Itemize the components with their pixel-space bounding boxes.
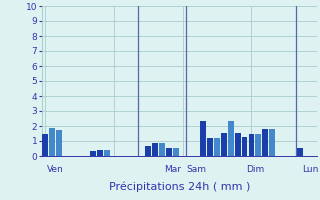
Text: Sam: Sam xyxy=(186,165,206,174)
Bar xyxy=(90,151,96,156)
Bar xyxy=(255,134,261,156)
Text: Lun: Lun xyxy=(302,165,318,174)
Bar xyxy=(207,138,213,156)
Text: Ven: Ven xyxy=(47,165,64,174)
Bar xyxy=(97,150,103,156)
Bar xyxy=(152,143,158,156)
Bar xyxy=(159,143,165,156)
Bar xyxy=(214,138,220,156)
Bar xyxy=(42,134,48,156)
Text: Dim: Dim xyxy=(246,165,264,174)
Bar xyxy=(56,130,62,156)
Bar xyxy=(228,121,234,156)
Bar xyxy=(166,148,172,156)
Bar xyxy=(249,134,254,156)
Text: Précipitations 24h ( mm ): Précipitations 24h ( mm ) xyxy=(108,182,250,192)
Bar xyxy=(173,148,179,156)
Bar xyxy=(242,137,247,156)
Bar xyxy=(262,129,268,156)
Bar xyxy=(200,121,206,156)
Bar xyxy=(297,148,302,156)
Bar xyxy=(104,150,110,156)
Bar xyxy=(221,133,227,156)
Bar xyxy=(145,146,151,156)
Text: Mar: Mar xyxy=(164,165,181,174)
Bar xyxy=(49,128,55,156)
Bar xyxy=(235,133,241,156)
Bar xyxy=(269,129,275,156)
